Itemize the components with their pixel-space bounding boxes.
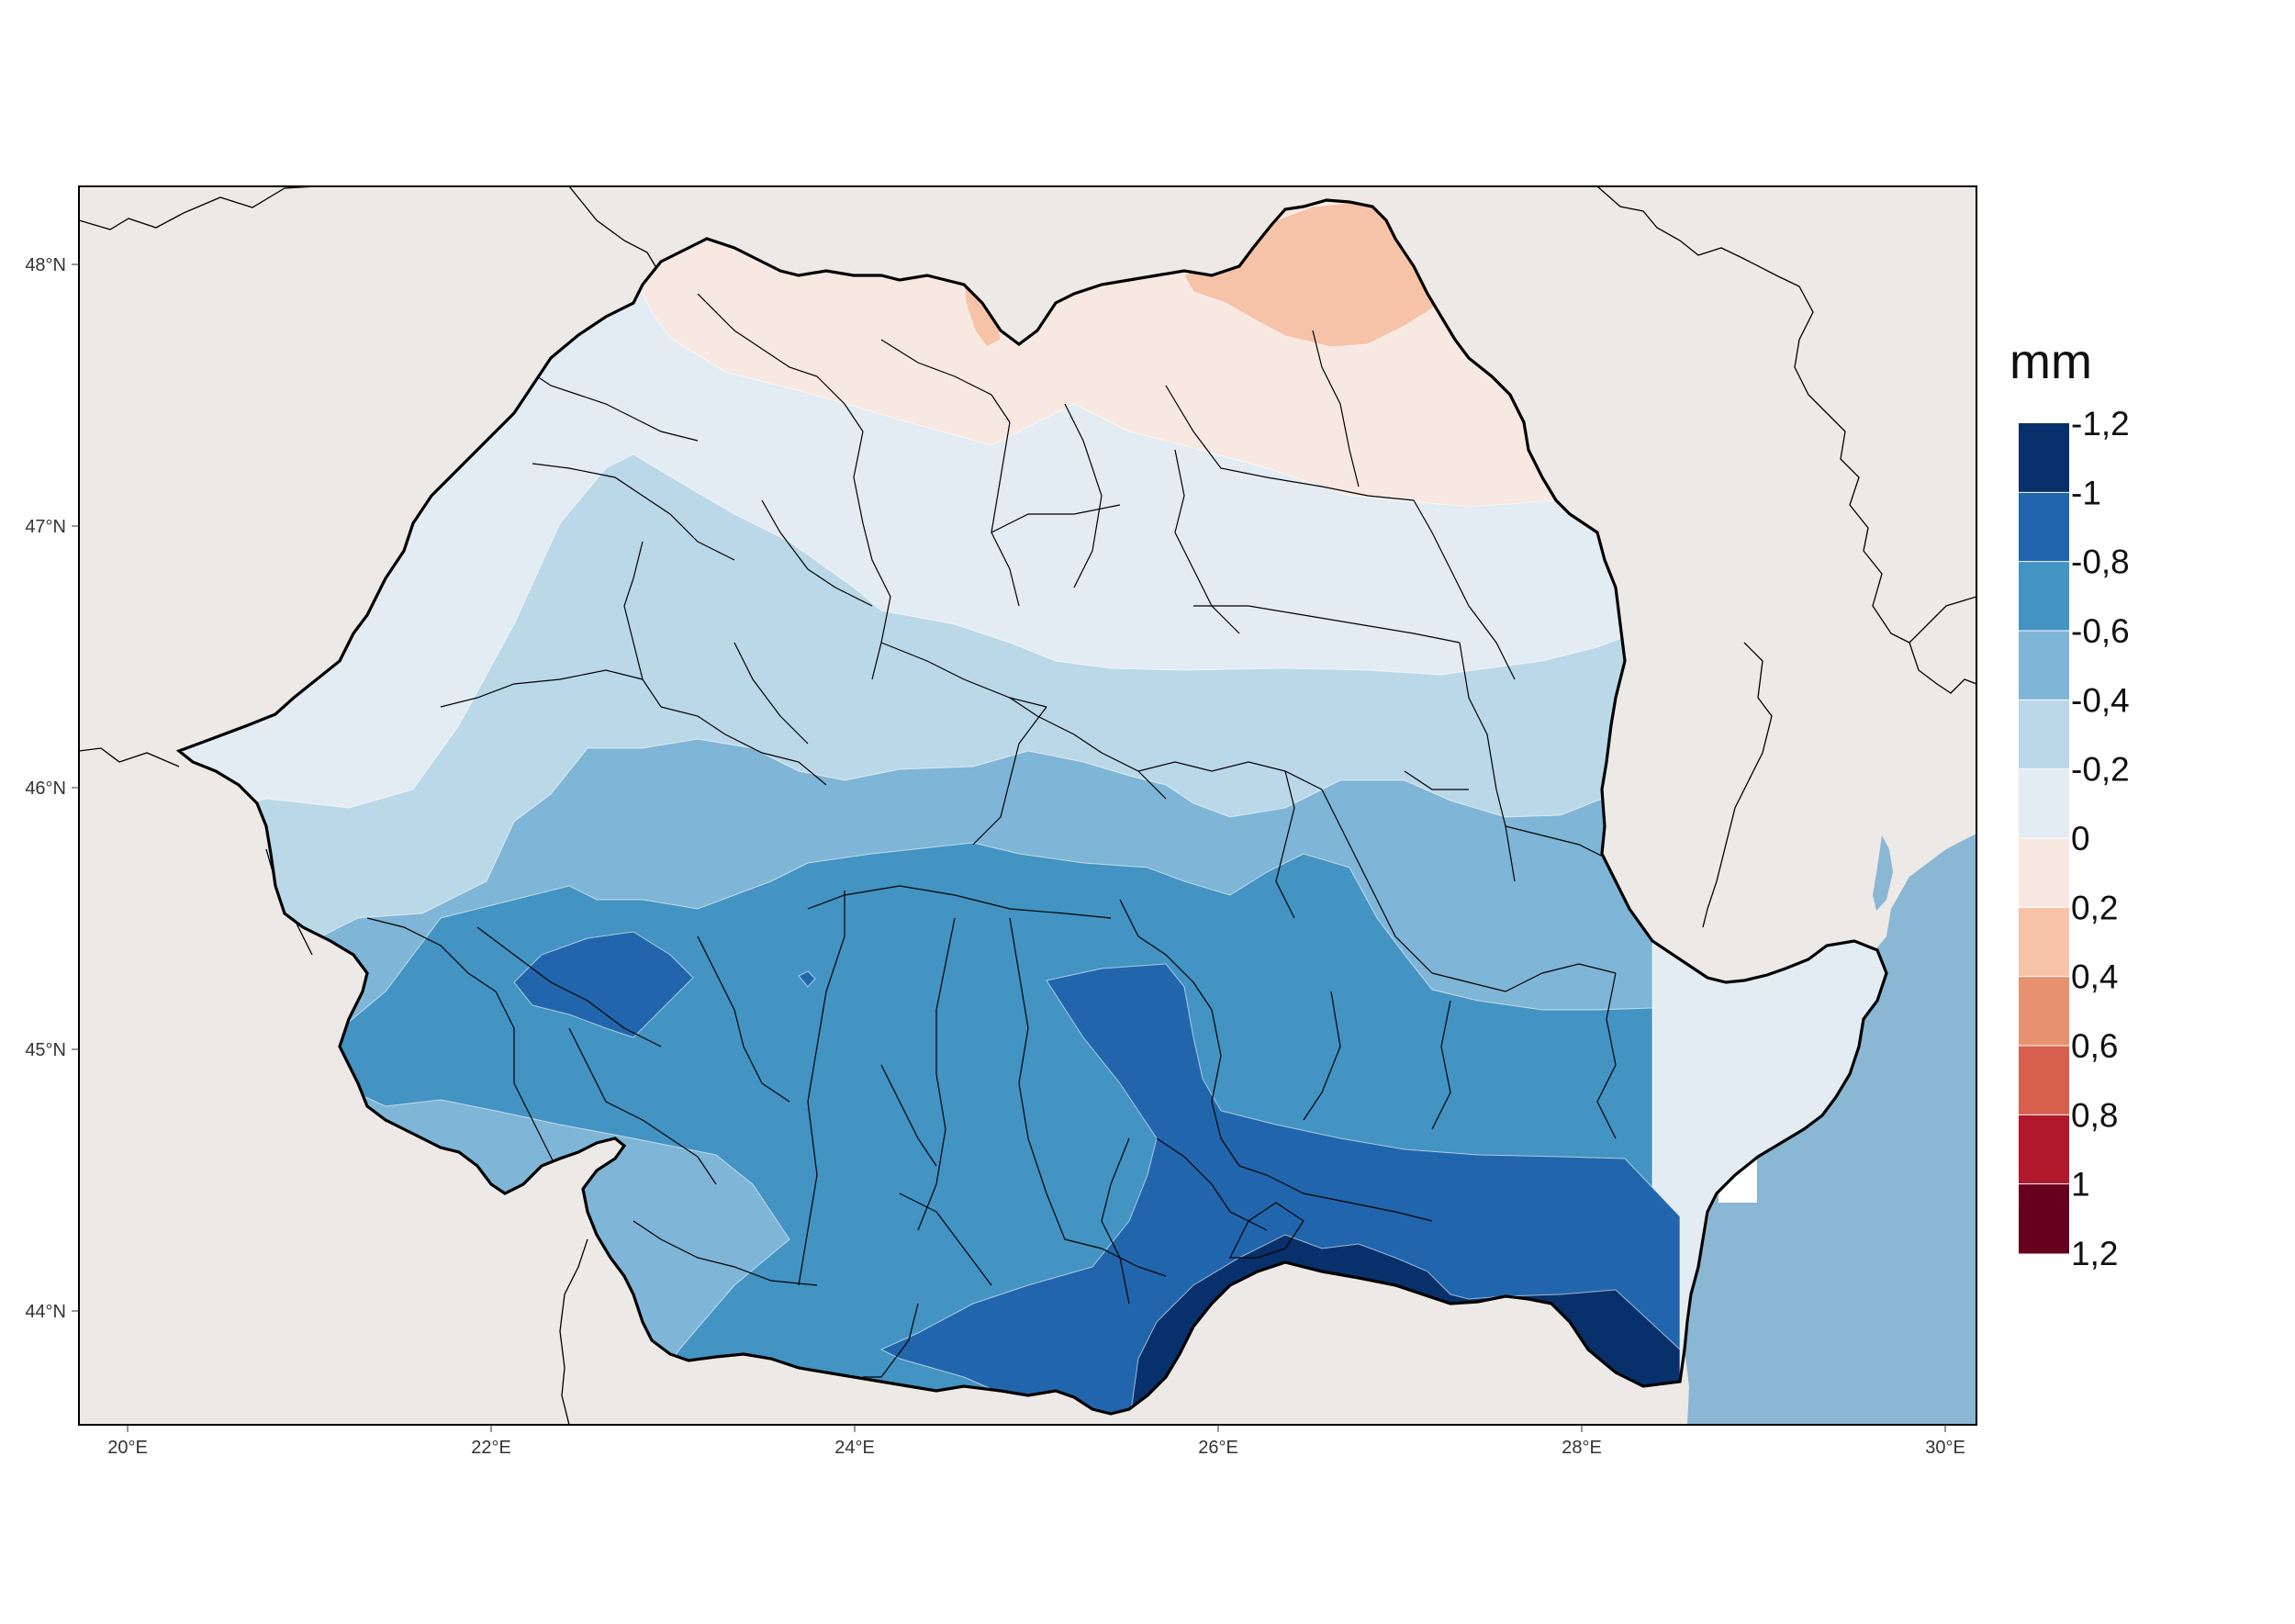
lat-tick-label: 46°N — [25, 778, 66, 799]
legend-swatch — [2019, 907, 2069, 978]
border-moldova-south — [1702, 642, 1773, 928]
legend-color-bar — [2019, 423, 2069, 1254]
romania-border — [175, 198, 1888, 1416]
lat-tick-label: 45°N — [25, 1040, 66, 1060]
lat-tick-label: 47°N — [25, 517, 66, 537]
legend-label: -0,8 — [2071, 543, 2130, 581]
legend-swatch — [2019, 768, 2069, 839]
map-frame — [78, 185, 1977, 1426]
lon-tick-label: 30°E — [1925, 1438, 1965, 1458]
legend-swatch — [2019, 1114, 2069, 1185]
county-borders — [366, 293, 1617, 1378]
black-sea — [1685, 834, 1976, 1425]
lat-tick-label: 44°N — [25, 1302, 66, 1322]
lon-tick-label: 24°E — [834, 1438, 875, 1458]
lon-tick-label: 22°E — [471, 1438, 511, 1458]
zone-0.2-to-0.4 — [1183, 201, 1442, 348]
border-ukraine-north — [79, 186, 318, 230]
legend-swatch — [2019, 423, 2069, 493]
legend-label: -1 — [2071, 474, 2101, 511]
legend-label: -1,2 — [2071, 405, 2130, 442]
legend-label: 0 — [2071, 820, 2090, 857]
border-serbia-bulgaria — [559, 1238, 588, 1425]
border-moldova-west — [1596, 186, 1976, 694]
legend-label-end: 1,2 — [2071, 1235, 2118, 1272]
legend-swatch — [2019, 700, 2069, 770]
zone-minus1-to-minus0.8 — [798, 970, 816, 988]
legend-swatch — [2019, 1046, 2069, 1115]
legend: mm -1,2 -1 -0,8 -0,6 -0,4 -0,2 0 0,2 0,4 0,6 0,8 1 1… — [2010, 334, 2130, 1272]
legend-labels: -1,2 -1 -0,8 -0,6 -0,4 -0,2 0 0,2 0,4 0,6 0,8 1 1,2 — [2071, 405, 2130, 1272]
sea-inlet — [1873, 835, 1893, 911]
legend-label: -0,4 — [2071, 681, 2130, 719]
border-hungary-ukraine — [568, 186, 662, 276]
legend-label: 1 — [2071, 1166, 2090, 1204]
lon-tick-label: 20°E — [107, 1438, 148, 1458]
legend-label: -0,6 — [2071, 612, 2130, 650]
lon-tick-label: 28°E — [1562, 1438, 1602, 1458]
legend-label: 0,4 — [2071, 958, 2118, 996]
longitude-axis: 20°E 22°E 24°E 26°E 28°E 30°E — [107, 1425, 1965, 1458]
border-ukraine-moldova — [1909, 596, 1976, 644]
latitude-axis: 48°N 47°N 46°N 45°N 44°N — [25, 255, 79, 1322]
legend-title: mm — [2010, 334, 2092, 389]
legend-swatch — [2019, 838, 2069, 908]
legend-swatch — [2019, 976, 2069, 1047]
legend-swatch — [2019, 1183, 2069, 1254]
lat-tick-label: 48°N — [25, 255, 66, 275]
legend-label: 0,6 — [2071, 1027, 2118, 1065]
legend-swatch — [2019, 492, 2069, 563]
map-panel — [79, 186, 1976, 1425]
legend-label: 0,2 — [2071, 889, 2118, 926]
legend-swatch — [2019, 631, 2069, 700]
legend-label: 0,8 — [2071, 1096, 2118, 1134]
border-serbia-north — [79, 747, 180, 767]
legend-swatch — [2019, 561, 2069, 632]
legend-label: -0,2 — [2071, 751, 2130, 789]
zone-minus1-to-minus0.8 — [513, 931, 694, 1038]
lon-tick-label: 26°E — [1198, 1438, 1238, 1458]
